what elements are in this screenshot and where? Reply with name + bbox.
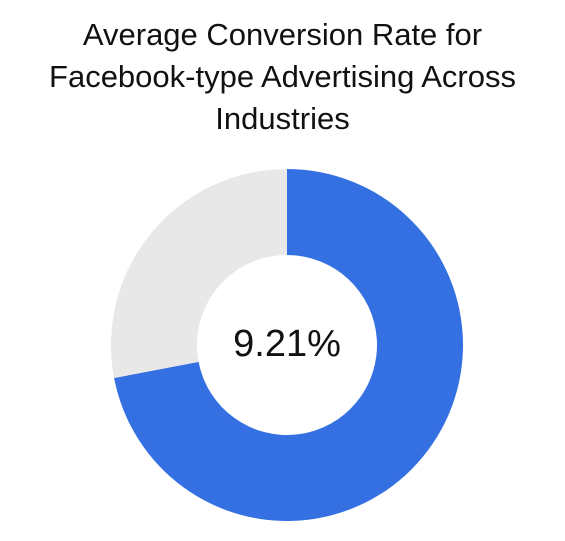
chart-title-line: Industries [215, 101, 350, 136]
center-value-label: 9.21% [233, 323, 341, 365]
donut-slice-1 [111, 169, 287, 378]
donut-slices [111, 169, 464, 521]
donut-slice-0 [114, 169, 464, 521]
chart-title: Average Conversion Rate for Facebook-typ… [0, 14, 565, 140]
chart-title-line: Facebook-type Advertising Across [49, 59, 516, 94]
chart-title-line: Average Conversion Rate for [82, 17, 483, 52]
